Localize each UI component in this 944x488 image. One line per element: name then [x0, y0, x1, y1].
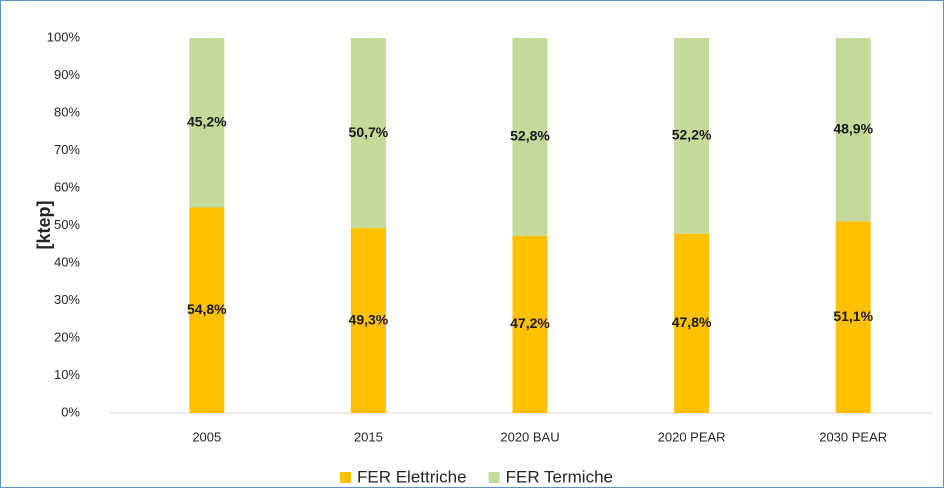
y-axis-label: [ktep] [34, 201, 54, 250]
bar-segment [189, 38, 225, 208]
y-tick-label: 50% [54, 217, 80, 232]
data-label: 52,8% [510, 128, 550, 144]
bar-segment [835, 221, 871, 413]
y-tick-label: 30% [54, 292, 80, 307]
bar-segment [674, 233, 710, 413]
data-label: 45,2% [187, 113, 227, 129]
x-tick-label: 2020 BAU [500, 429, 559, 444]
data-label: 48,9% [833, 120, 873, 136]
data-label: 52,2% [672, 127, 712, 143]
data-label: 47,8% [672, 314, 712, 330]
data-label: 54,8% [187, 301, 227, 317]
bar-segment [674, 38, 710, 234]
x-tick-label: 2015 [354, 429, 383, 444]
legend-label: FER Elettriche [357, 467, 467, 486]
legend-swatch [488, 472, 500, 483]
y-tick-label: 20% [54, 329, 80, 344]
y-tick-label: 100% [47, 29, 81, 44]
y-tick-label: 80% [54, 104, 80, 119]
data-label: 51,1% [833, 308, 873, 324]
y-tick-label: 60% [54, 179, 80, 194]
bar-segment [512, 236, 548, 413]
y-tick-label: 90% [54, 67, 80, 82]
y-tick-label: 70% [54, 142, 80, 157]
bar-segment [835, 38, 871, 222]
x-tick-label: 2020 PEAR [658, 429, 726, 444]
data-label: 50,7% [349, 124, 389, 140]
y-tick-label: 0% [61, 404, 80, 419]
x-tick-label: 2030 PEAR [819, 429, 887, 444]
bar-segment [350, 228, 386, 413]
x-tick-label: 2005 [192, 429, 221, 444]
legend-label: FER Termiche [506, 467, 613, 486]
y-tick-label: 10% [54, 367, 80, 382]
y-tick-label: 40% [54, 254, 80, 269]
bar-segment [189, 207, 225, 413]
bar-segment [350, 38, 386, 229]
legend-swatch [340, 472, 351, 483]
bar-segment [512, 38, 548, 236]
data-label: 47,2% [510, 315, 550, 331]
data-label: 49,3% [349, 311, 389, 327]
